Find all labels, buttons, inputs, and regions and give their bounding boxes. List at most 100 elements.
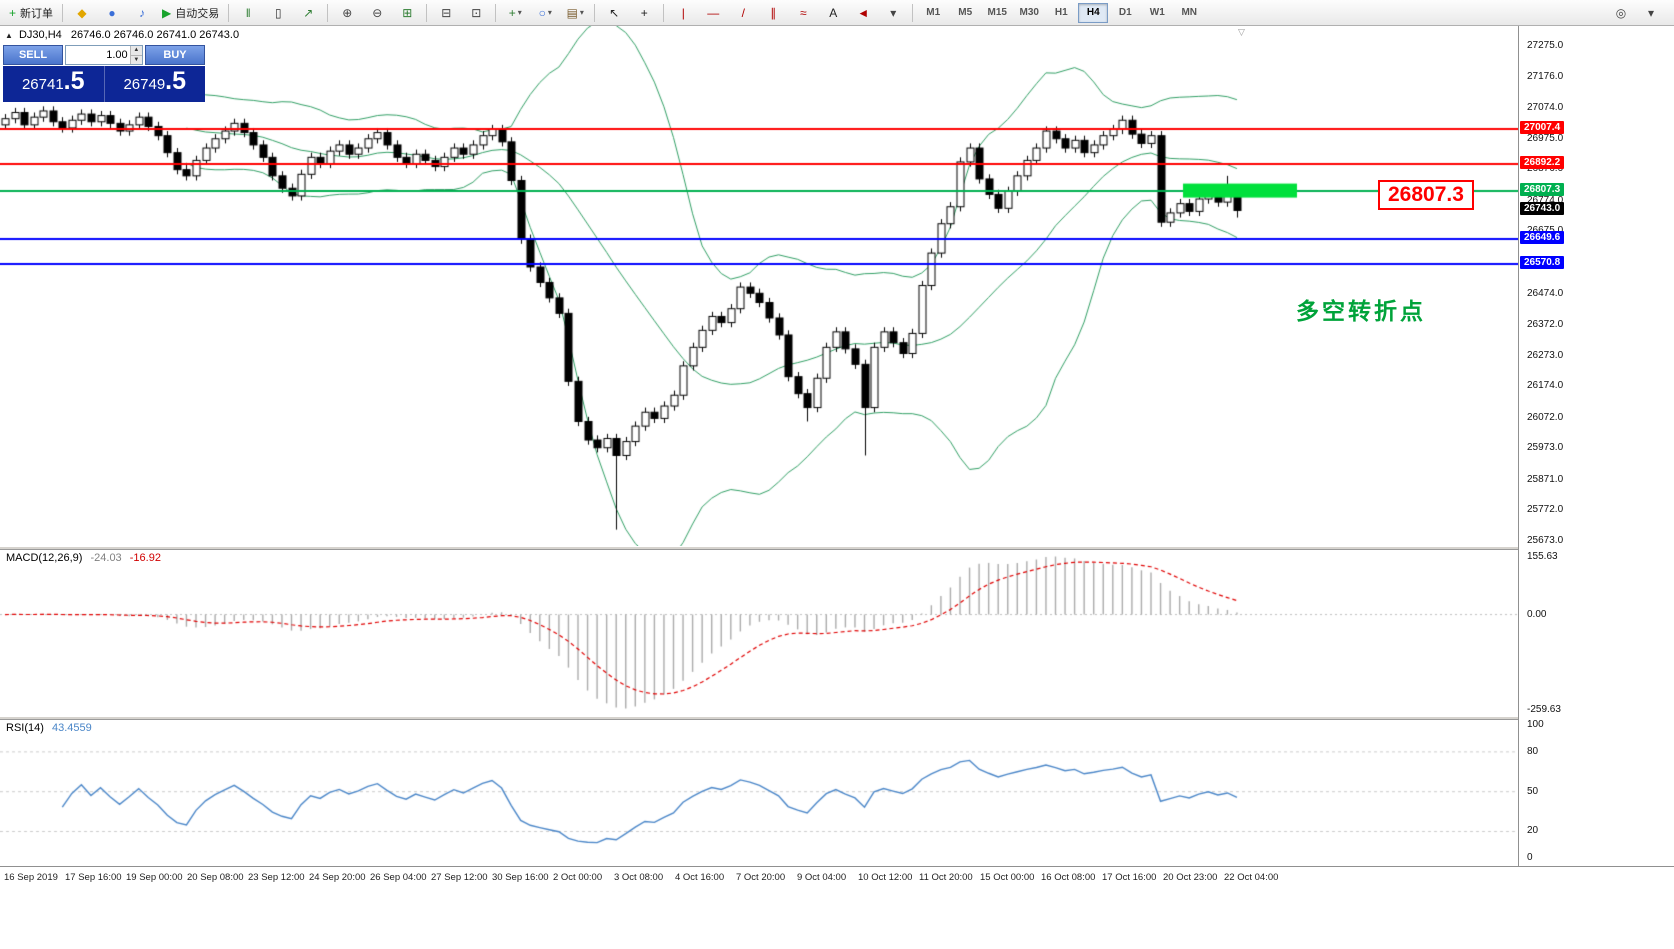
volume-field: ▲ ▼ <box>65 45 143 65</box>
cursor-icon: ↖ <box>609 5 620 20</box>
macd-canvas[interactable] <box>0 550 1518 716</box>
accounts-icon[interactable]: ● <box>98 2 126 24</box>
macd-signal-value: -16.92 <box>129 552 161 564</box>
pane-separator[interactable] <box>0 546 1674 550</box>
rsi-canvas[interactable] <box>0 720 1518 866</box>
chart-symbol-label: ▲ DJ30,H4 26746.0 26746.0 26741.0 26743.… <box>5 29 239 41</box>
timeframe-w1[interactable]: W1 <box>1149 7 1165 18</box>
period-icon: ○ <box>538 5 546 20</box>
line-chart-icon[interactable]: ↗ <box>294 2 322 24</box>
dock-chart-icon[interactable]: ⊡ <box>462 2 490 24</box>
rsi-scale-label: 80 <box>1527 745 1539 757</box>
equidistant-channel-icon[interactable]: ∥ <box>759 2 787 24</box>
price-tick: 27074.0 <box>1527 102 1564 114</box>
one-click-toggle-icon[interactable]: ▲ <box>5 31 13 40</box>
sell-price-main: 26741 <box>21 76 64 93</box>
toolbar-right: ◎ ▾ <box>1606 2 1666 24</box>
auto-trading-button-label: 自动交易 <box>175 7 220 20</box>
search-icon[interactable]: ◎ <box>1615 6 1627 20</box>
new-chart-icon: + <box>508 5 516 20</box>
volume-up-button[interactable]: ▲ <box>130 46 142 56</box>
timeframe-h1[interactable]: H1 <box>1054 7 1068 18</box>
rsi-label-row: RSI(14) 43.4559 <box>6 722 92 734</box>
buy-price[interactable]: 26749.5 <box>105 66 206 102</box>
toolbar-separator <box>327 3 329 22</box>
one-click-trading-panel: SELL ▲ ▼ BUY 26741.5 26749.5 <box>3 45 205 102</box>
level-price-tag: 26570.8 <box>1520 255 1565 269</box>
auto-trading-button[interactable]: ▶ 自动交易 <box>158 2 223 24</box>
timeframe-mn[interactable]: MN <box>1181 7 1198 18</box>
price-tick: 25772.0 <box>1527 504 1564 516</box>
ohlc-values: 26746.0 26746.0 26741.0 26743.0 <box>70 29 240 41</box>
rsi-pane[interactable]: RSI(14) 43.4559 <box>0 720 1518 866</box>
tile-windows-icon[interactable]: ⊞ <box>393 2 421 24</box>
vertical-line-icon[interactable]: | <box>669 2 697 24</box>
candlestick-chart-icon[interactable]: ▯ <box>264 2 292 24</box>
turning-point-annotation: 多空转折点 <box>1296 298 1426 324</box>
buy-price-main: 26749 <box>123 76 166 93</box>
time-axis-label: 17 Oct 16:00 <box>1102 872 1157 883</box>
time-axis-label: 9 Oct 04:00 <box>797 872 847 883</box>
market-watch-icon[interactable]: ◆ <box>68 2 96 24</box>
alerts-icon: ♪ <box>139 5 146 20</box>
auto-arrange-icon[interactable]: ⊟ <box>432 2 460 24</box>
auto-arrange-icon: ⊟ <box>441 5 452 20</box>
cursor-icon[interactable]: ↖ <box>600 2 628 24</box>
chart-area[interactable]: ▽ ▲ DJ30,H4 26746.0 26746.0 26741.0 2674… <box>0 26 1518 546</box>
period-icon[interactable]: ○ ▾ <box>531 2 559 24</box>
zoom-in-icon: ⊕ <box>342 5 353 20</box>
time-axis-label: 20 Oct 23:00 <box>1163 872 1218 883</box>
rsi-scale-label: 100 <box>1527 719 1544 731</box>
macd-pane[interactable]: MACD(12,26,9) -24.03 -16.92 <box>0 550 1518 716</box>
sell-price[interactable]: 26741.5 <box>3 66 105 102</box>
arrow-tools-icon[interactable]: ◄ <box>849 2 877 24</box>
rsi-value: 43.4559 <box>51 722 92 734</box>
timeframe-m30[interactable]: M30 <box>1019 7 1039 18</box>
macd-label-row: MACD(12,26,9) -24.03 -16.92 <box>6 552 161 564</box>
buy-price-frac: .5 <box>165 67 187 95</box>
price-tick: 26174.0 <box>1527 380 1564 392</box>
fibonacci-icon[interactable]: ≈ <box>789 2 817 24</box>
toolbar-options-icon[interactable]: ▾ <box>1647 6 1655 20</box>
timeframe-m1[interactable]: M1 <box>926 7 941 18</box>
volume-input[interactable] <box>66 46 130 64</box>
time-axis-label: 30 Sep 16:00 <box>492 872 549 883</box>
text-icon[interactable]: A <box>819 2 847 24</box>
zoom-out-icon: ⊖ <box>372 5 383 20</box>
crosshair-icon[interactable]: + <box>630 2 658 24</box>
price-chart-canvas[interactable] <box>0 26 1518 546</box>
zoom-in-icon[interactable]: ⊕ <box>333 2 361 24</box>
pane-separator[interactable] <box>0 716 1674 720</box>
horizontal-line-icon[interactable]: — <box>699 2 727 24</box>
right-shift-marker-icon[interactable]: ▽ <box>1238 27 1245 37</box>
zoom-out-icon[interactable]: ⊖ <box>363 2 391 24</box>
price-tick: 26675.0 <box>1527 225 1563 236</box>
new-chart-icon[interactable]: + ▾ <box>501 2 529 24</box>
buy-button[interactable]: BUY <box>145 45 205 65</box>
auto-trading-button: ▶ <box>162 5 172 20</box>
sell-price-frac: .5 <box>63 67 85 95</box>
price-axis[interactable]: 27275.027176.027074.026975.026876.026774… <box>1518 26 1674 866</box>
trendline-icon[interactable]: / <box>729 2 757 24</box>
template-icon[interactable]: ▤ ▾ <box>561 2 589 24</box>
new-order-button[interactable]: + 新订单 <box>5 2 57 24</box>
trendline-icon: / <box>741 5 745 20</box>
time-axis-label: 16 Sep 2019 <box>4 872 58 883</box>
candlestick-chart-icon: ▯ <box>274 5 282 20</box>
timeframe-h4[interactable]: H4 <box>1078 2 1109 23</box>
timeframe-m15[interactable]: M15 <box>987 7 1007 18</box>
rsi-scale-label: 0 <box>1527 852 1533 864</box>
sell-button[interactable]: SELL <box>3 45 63 65</box>
toolbar-separator <box>594 3 596 22</box>
rsi-scale-label: 50 <box>1527 785 1539 797</box>
bar-chart-icon[interactable]: ‖ <box>234 2 262 24</box>
time-axis[interactable]: 16 Sep 2019 17 Sep 16:00 19 Sep 00:00 20 Se… <box>0 866 1674 949</box>
timeframe-m5[interactable]: M5 <box>958 7 973 18</box>
alerts-icon[interactable]: ♪ <box>128 2 156 24</box>
time-axis-label: 10 Oct 12:00 <box>858 872 913 883</box>
timeframe-d1[interactable]: D1 <box>1118 7 1132 18</box>
level-price-tag: 26807.3 <box>1520 182 1565 196</box>
volume-down-button[interactable]: ▼ <box>130 55 142 64</box>
macd-scale-label: 0.00 <box>1527 608 1547 620</box>
shapes-dropdown-icon[interactable]: ▾ <box>879 2 907 24</box>
